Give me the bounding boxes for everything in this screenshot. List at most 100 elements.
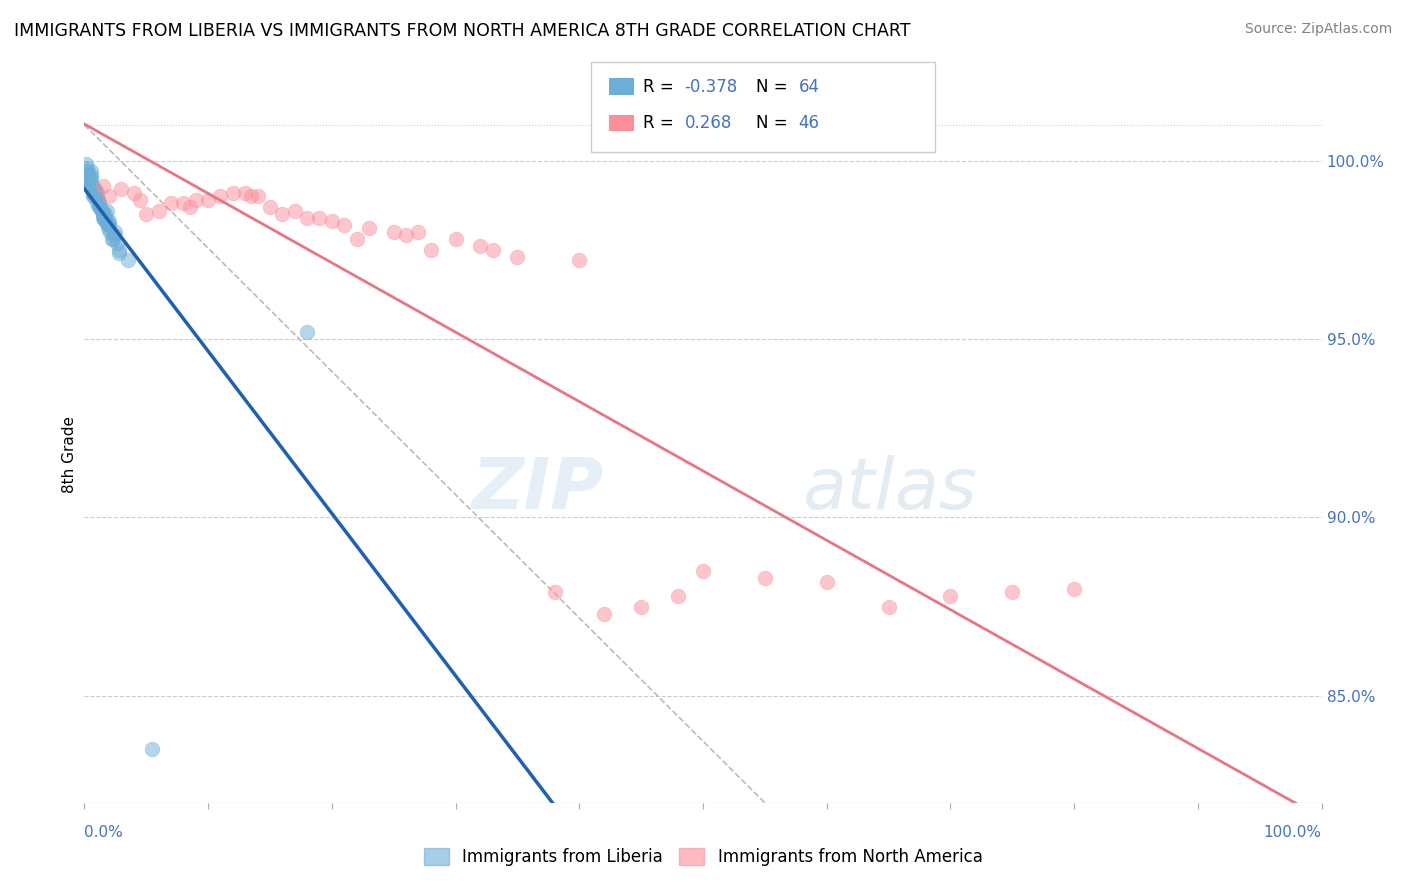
Point bbox=[333, 218, 356, 232]
Point bbox=[104, 225, 127, 239]
Point bbox=[89, 200, 111, 214]
Point bbox=[233, 186, 256, 200]
Point bbox=[148, 203, 170, 218]
Point bbox=[80, 178, 103, 193]
Point bbox=[209, 189, 232, 203]
Point bbox=[83, 186, 105, 200]
Point bbox=[382, 225, 405, 239]
Point bbox=[91, 178, 114, 193]
Point bbox=[568, 253, 591, 268]
Point bbox=[122, 186, 145, 200]
Text: 64: 64 bbox=[799, 78, 820, 95]
Point bbox=[103, 228, 125, 243]
Point bbox=[89, 200, 111, 214]
Point bbox=[79, 175, 101, 189]
Point bbox=[481, 243, 503, 257]
Point bbox=[80, 178, 103, 193]
Point bbox=[105, 235, 128, 250]
Point bbox=[184, 193, 207, 207]
Text: 0.268: 0.268 bbox=[685, 114, 733, 132]
Point bbox=[97, 221, 120, 235]
Point bbox=[98, 189, 121, 203]
Point bbox=[94, 207, 117, 221]
Point bbox=[86, 186, 108, 200]
Point bbox=[630, 599, 652, 614]
Point bbox=[93, 211, 115, 225]
Point bbox=[346, 232, 368, 246]
Point bbox=[1063, 582, 1085, 596]
Point bbox=[101, 232, 124, 246]
Point bbox=[160, 196, 183, 211]
Text: ZIP: ZIP bbox=[472, 455, 605, 524]
Point bbox=[197, 193, 219, 207]
Point bbox=[82, 186, 104, 200]
Point bbox=[90, 203, 112, 218]
Point bbox=[77, 168, 100, 182]
Point bbox=[877, 599, 900, 614]
Point bbox=[98, 225, 121, 239]
Point bbox=[96, 214, 118, 228]
Point bbox=[295, 211, 318, 225]
Point bbox=[87, 193, 110, 207]
Point bbox=[96, 203, 118, 218]
Point bbox=[815, 574, 838, 589]
Point bbox=[76, 161, 98, 175]
Point bbox=[108, 246, 131, 260]
Point bbox=[79, 175, 101, 189]
Point bbox=[506, 250, 529, 264]
Point bbox=[76, 171, 98, 186]
Point bbox=[84, 186, 107, 200]
Text: atlas: atlas bbox=[801, 455, 977, 524]
Y-axis label: 8th Grade: 8th Grade bbox=[62, 417, 77, 493]
Point bbox=[83, 182, 105, 196]
Point bbox=[129, 193, 152, 207]
Point bbox=[80, 178, 103, 193]
Text: -0.378: -0.378 bbox=[685, 78, 738, 95]
Text: R =: R = bbox=[643, 78, 679, 95]
Point bbox=[141, 742, 163, 756]
Point bbox=[408, 225, 430, 239]
Point bbox=[77, 168, 100, 182]
Point bbox=[419, 243, 441, 257]
Point bbox=[666, 589, 689, 603]
Point bbox=[395, 228, 418, 243]
Point bbox=[135, 207, 157, 221]
Point bbox=[84, 182, 107, 196]
Point bbox=[94, 214, 117, 228]
Text: Source: ZipAtlas.com: Source: ZipAtlas.com bbox=[1244, 22, 1392, 37]
Point bbox=[108, 243, 131, 257]
Text: R =: R = bbox=[643, 114, 679, 132]
Point bbox=[87, 193, 110, 207]
Point bbox=[79, 175, 101, 189]
Point bbox=[90, 203, 112, 218]
Point bbox=[308, 211, 330, 225]
Point bbox=[543, 585, 565, 599]
Text: N =: N = bbox=[756, 78, 793, 95]
Point bbox=[76, 164, 98, 178]
Point bbox=[939, 589, 962, 603]
Point bbox=[93, 211, 115, 225]
Point bbox=[82, 189, 104, 203]
Point bbox=[321, 214, 343, 228]
Point bbox=[98, 218, 121, 232]
Point bbox=[79, 168, 101, 182]
Point bbox=[117, 253, 139, 268]
Point bbox=[222, 186, 245, 200]
Point bbox=[79, 164, 101, 178]
Point bbox=[246, 189, 269, 203]
Point bbox=[79, 171, 101, 186]
Point bbox=[240, 189, 263, 203]
Point bbox=[470, 239, 492, 253]
Point bbox=[91, 207, 114, 221]
Text: N =: N = bbox=[756, 114, 793, 132]
Text: 0.0%: 0.0% bbox=[84, 825, 124, 840]
Point bbox=[1001, 585, 1024, 599]
Point bbox=[444, 232, 467, 246]
Point bbox=[75, 157, 97, 171]
Point bbox=[86, 189, 108, 203]
Point bbox=[259, 200, 281, 214]
Point bbox=[77, 171, 100, 186]
Point bbox=[83, 189, 105, 203]
Point bbox=[179, 200, 201, 214]
Point bbox=[172, 196, 194, 211]
